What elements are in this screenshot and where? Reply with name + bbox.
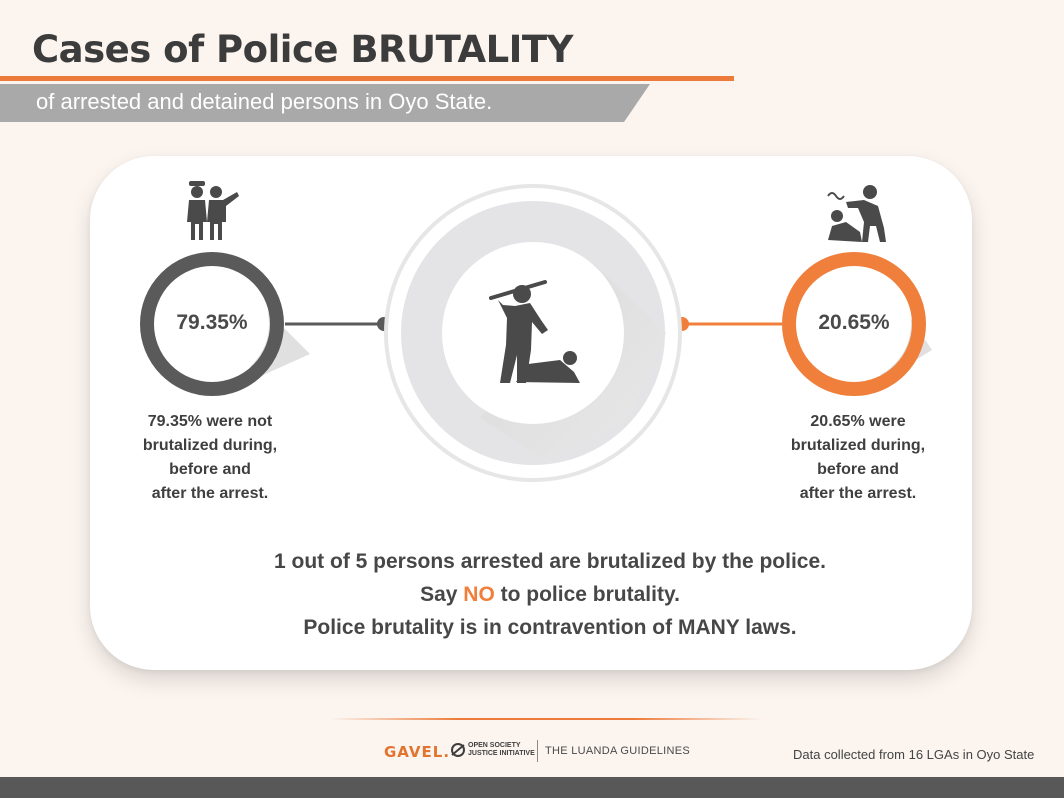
center-medallion xyxy=(384,184,682,482)
right-description: 20.65% were brutalized during, before an… xyxy=(748,410,968,506)
osji-logo: OPEN SOCIETY JUSTICE INITIATIVE xyxy=(468,742,535,758)
message-line-2: Say NO to police brutality. xyxy=(150,583,950,607)
right-description-line: before and xyxy=(817,461,899,478)
police-officers-icon xyxy=(187,181,239,240)
right-description-line: after the arrest. xyxy=(799,485,917,502)
message-highlight: NO xyxy=(463,583,495,606)
message-line-2-pre: Say xyxy=(420,583,464,606)
left-description: 79.35% were not brutalized during, befor… xyxy=(100,410,320,506)
left-description-line: before and xyxy=(169,461,251,478)
assault-icon xyxy=(827,185,886,242)
left-value-label: 79.35% xyxy=(176,311,248,334)
footer-divider xyxy=(330,718,762,720)
subtitle-band xyxy=(0,84,650,122)
right-description-line: brutalized during, xyxy=(790,437,926,454)
message-line-1: 1 out of 5 persons arrested are brutaliz… xyxy=(274,550,826,573)
left-description-line: after the arrest. xyxy=(151,485,269,502)
gavel-logo: GAVEL. xyxy=(384,743,451,761)
osji-logo-line-1: OPEN SOCIETY xyxy=(468,742,521,749)
right-value-label: 20.65% xyxy=(818,311,890,334)
right-ring xyxy=(782,252,932,396)
left-description-line: 79.35% were not xyxy=(147,413,273,430)
police-brutality-icon xyxy=(489,280,580,383)
right-description-line: 20.65% were xyxy=(810,413,906,430)
left-description-line: brutalized during, xyxy=(142,437,278,454)
luanda-guidelines-logo: THE LUANDA GUIDELINES xyxy=(545,745,691,757)
osji-logo-line-2: JUSTICE INITIATIVE xyxy=(468,750,535,757)
logo-separator xyxy=(537,740,538,762)
left-ring xyxy=(140,252,310,396)
right-connector xyxy=(675,317,782,331)
title-underline xyxy=(0,76,734,81)
page-subtitle: of arrested and detained persons in Oyo … xyxy=(36,89,493,114)
message-line-3: Police brutality is in contravention of … xyxy=(303,616,797,639)
left-connector xyxy=(285,317,391,331)
message-line-2-post: to police brutality. xyxy=(494,583,680,606)
bottom-bar xyxy=(0,777,1064,798)
data-source-note: Data collected from 16 LGAs in Oyo State xyxy=(793,747,1035,762)
osji-logo-icon xyxy=(451,743,465,757)
page-title: Cases of Police BRUTALITY xyxy=(32,28,573,71)
